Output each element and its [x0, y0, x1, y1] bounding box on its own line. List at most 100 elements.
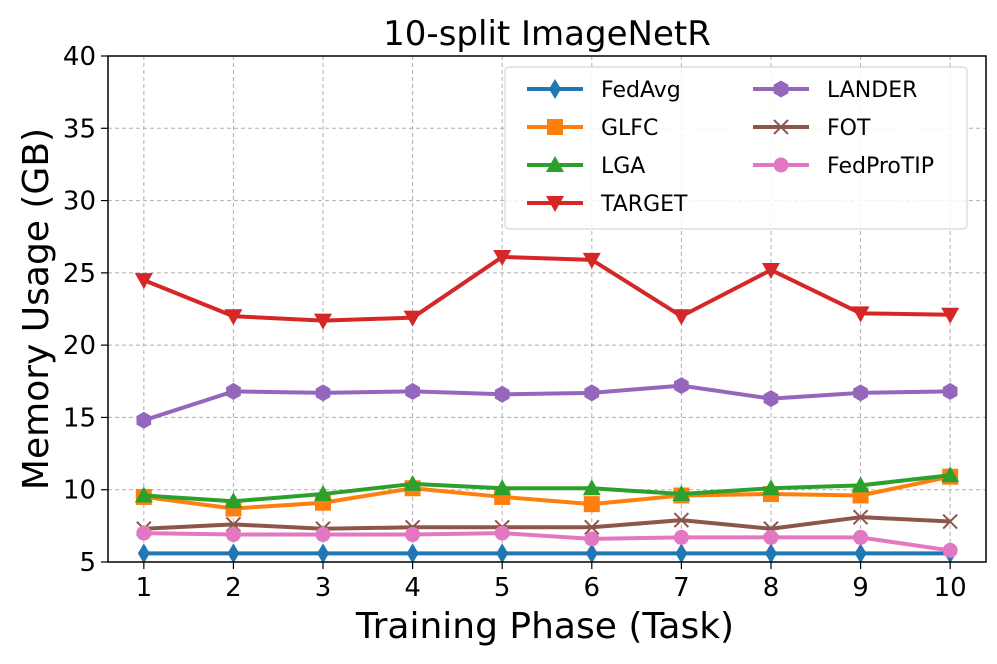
- series-fedprotip: [136, 525, 958, 558]
- series-lga: [134, 466, 960, 509]
- axis-ticks: 1 2 3 4 5 6 7 8 9 10 5 10 15 20 25 30 35 40: [63, 42, 967, 603]
- x-tick-label: 1: [136, 573, 153, 603]
- legend-label-fot: FOT: [827, 116, 871, 141]
- data-point-lga: [403, 474, 422, 491]
- data-point-lga: [672, 485, 691, 502]
- series-line-lander: [143, 383, 951, 423]
- series-line-glfc: [143, 474, 951, 511]
- data-point-lander: [315, 384, 331, 402]
- data-point-lander: [853, 384, 868, 402]
- data-point-fedavg: [675, 543, 688, 564]
- data-point-fedprotip: [942, 542, 958, 558]
- series-line-fot: [143, 515, 951, 531]
- series-lander: [136, 377, 958, 429]
- data-point-fot: [852, 509, 869, 525]
- legend-item-lga: LGA: [527, 154, 645, 179]
- legend-box: [504, 66, 968, 230]
- data-point-lga: [314, 485, 333, 502]
- data-point-fedavg: [496, 543, 509, 564]
- x-tick-label: 3: [315, 573, 332, 603]
- data-point-fedavg: [585, 543, 598, 564]
- series-line-lga: [143, 473, 951, 504]
- data-point-fedavg: [854, 543, 867, 564]
- x-tick-label: 7: [673, 573, 690, 603]
- data-point-fot: [942, 513, 958, 530]
- data-point-target: [403, 310, 422, 327]
- chart-title: 10-split ImageNetR: [383, 14, 711, 54]
- x-tick-label: 2: [225, 573, 242, 603]
- data-point-lander: [584, 384, 600, 402]
- data-point-target: [224, 309, 243, 326]
- data-point-lander: [763, 390, 779, 408]
- legend-marker-target: [546, 196, 564, 212]
- data-point-fedprotip: [315, 527, 331, 543]
- legend-label-lga: LGA: [601, 154, 645, 179]
- data-point-lander: [942, 382, 958, 400]
- legend-marker-fedavg: [549, 79, 561, 99]
- data-point-lga: [224, 492, 243, 509]
- legend-label-target: TARGET: [600, 192, 688, 217]
- legend-label-lander: LANDER: [827, 78, 917, 103]
- data-point-target: [672, 309, 691, 326]
- y-tick-label: 15: [63, 403, 96, 433]
- data-point-target: [314, 313, 333, 330]
- data-point-fedprotip: [584, 531, 600, 547]
- legend-marker-lander: [773, 80, 789, 98]
- series-line-target: [143, 254, 951, 323]
- data-point-fedavg: [317, 543, 330, 564]
- y-tick-label: 25: [63, 259, 96, 289]
- x-tick-label: 9: [852, 573, 869, 603]
- data-point-lander: [674, 377, 689, 395]
- legend: FedAvg GLFC LGA TARGET LANDER FOT FedProTIP: [504, 66, 968, 230]
- x-axis-label: Training Phase (Task): [355, 606, 734, 647]
- series-line-fedprotip: [143, 531, 951, 553]
- x-tick-label: 6: [584, 573, 601, 603]
- data-point-lga: [582, 479, 601, 496]
- y-tick-label: 35: [63, 114, 96, 144]
- data-point-fot: [584, 519, 600, 536]
- data-point-fedprotip: [136, 525, 152, 541]
- data-point-lander: [226, 382, 241, 400]
- legend-label-glfc: GLFC: [601, 116, 658, 141]
- y-tick-label: 5: [79, 548, 96, 578]
- legend-label-fedavg: FedAvg: [601, 78, 681, 103]
- x-tick-label: 5: [494, 573, 511, 603]
- legend-label-fedprotip: FedProTIP: [827, 154, 934, 179]
- legend-marker-fot: [773, 119, 789, 135]
- data-point-lga: [134, 486, 153, 503]
- x-tick-label: 4: [404, 573, 421, 603]
- x-tick-label: 10: [934, 573, 967, 603]
- data-point-lga: [941, 466, 960, 483]
- data-point-target: [134, 273, 153, 290]
- data-point-lga: [851, 476, 870, 493]
- legend-item-fedavg: FedAvg: [527, 78, 681, 103]
- series-fedavg: [137, 543, 957, 564]
- data-point-fedprotip: [763, 529, 779, 545]
- data-point-fedavg: [764, 543, 777, 564]
- data-point-lander: [494, 385, 510, 403]
- x-tick-label: 8: [763, 573, 780, 603]
- data-point-fedprotip: [494, 525, 510, 541]
- data-point-fedavg: [227, 543, 240, 564]
- data-point-fedprotip: [853, 529, 869, 545]
- legend-item-target: TARGET: [527, 192, 688, 217]
- legend-item-glfc: GLFC: [527, 116, 658, 141]
- series-glfc: [135, 468, 959, 517]
- data-point-glfc: [583, 496, 600, 513]
- data-point-fedprotip: [225, 527, 241, 543]
- data-point-lga: [761, 479, 780, 496]
- data-point-fedprotip: [405, 527, 421, 543]
- series-layer: [134, 249, 960, 564]
- legend-marker-fedprotip: [773, 157, 789, 173]
- data-point-fedprotip: [673, 529, 689, 545]
- y-axis-label: Memory Usage (GB): [16, 128, 57, 490]
- data-point-target: [851, 306, 870, 323]
- legend-item-lander: LANDER: [753, 78, 917, 103]
- series-target: [134, 249, 960, 330]
- data-point-lga: [493, 479, 512, 496]
- legend-item-fot: FOT: [753, 116, 871, 141]
- data-point-fot: [673, 512, 690, 528]
- data-point-lander: [136, 411, 152, 429]
- series-fot: [136, 509, 958, 537]
